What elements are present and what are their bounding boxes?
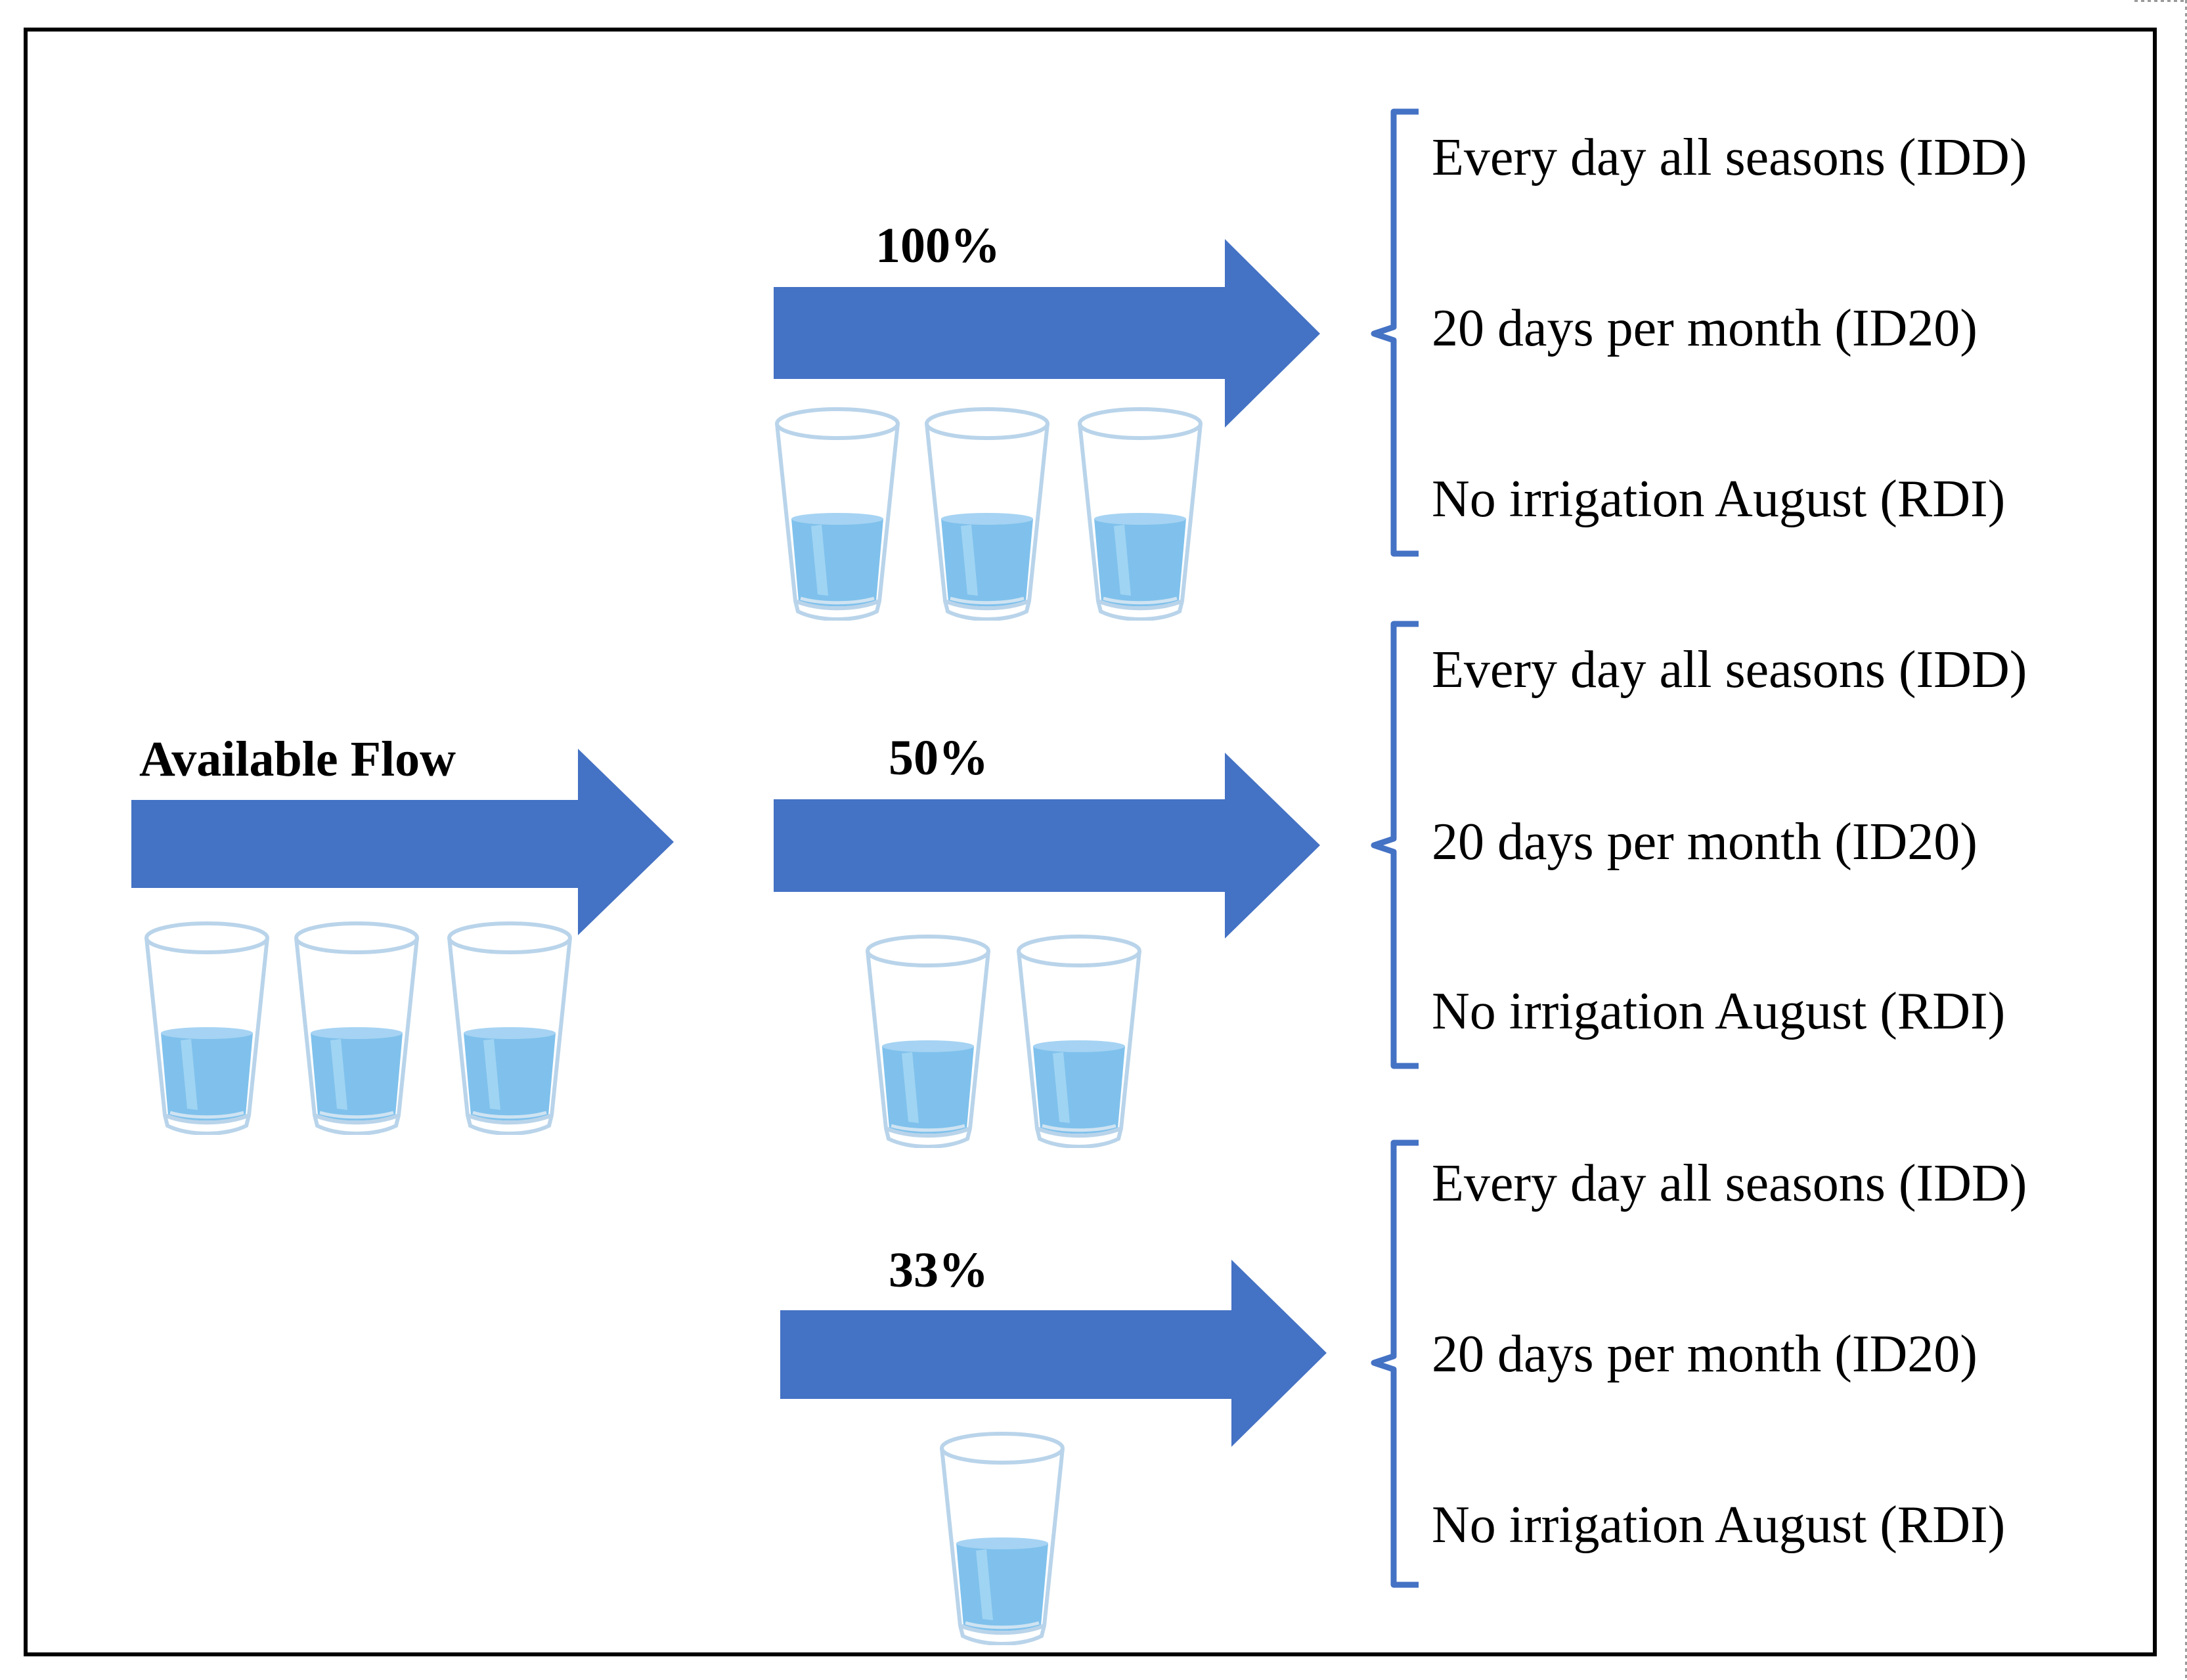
available-flow-arrow: [131, 749, 674, 935]
water-glass-icon: [942, 1434, 1063, 1644]
branch-100-option-idd: Every day all seasons (IDD): [1432, 129, 2027, 187]
branch-33-option-idd: Every day all seasons (IDD): [1432, 1155, 2027, 1212]
branch-33-option-rdi: No irrigation August (RDI): [1432, 1496, 2006, 1554]
water-glass-icon: [296, 923, 417, 1134]
branch-100-option-id20: 20 days per month (ID20): [1432, 299, 1977, 357]
branch-100-glasses: [777, 409, 1201, 619]
branch-100-option-rdi: No irrigation August (RDI): [1432, 470, 2006, 528]
dashed-edge-right: [2185, 0, 2187, 1680]
branch-33-brace: [1371, 1139, 1419, 1588]
water-glass-icon: [1019, 937, 1139, 1147]
branch-50-glasses: [868, 937, 1139, 1147]
branch-33-glasses: [942, 1434, 1063, 1644]
branch-50-arrow: [774, 753, 1320, 939]
water-glass-icon: [146, 923, 267, 1134]
branch-50-option-rdi: No irrigation August (RDI): [1432, 983, 2006, 1040]
branch-100-arrow: [774, 239, 1320, 428]
water-glass-icon: [868, 937, 988, 1147]
available-flow-label: Available Flow: [139, 732, 456, 787]
branch-50-option-id20: 20 days per month (ID20): [1432, 813, 1977, 871]
branch-50-option-idd: Every day all seasons (IDD): [1432, 641, 2027, 699]
branch-50-percent: 50%: [889, 730, 988, 785]
water-glass-icon: [927, 409, 1048, 619]
water-glass-icon: [449, 923, 570, 1134]
branch-50-brace: [1371, 621, 1419, 1069]
branch-100-percent: 100%: [875, 218, 1000, 273]
dashed-edge-top: [2134, 0, 2187, 2]
branch-33-arrow: [780, 1260, 1327, 1447]
branch-100-brace: [1371, 108, 1419, 557]
source-glasses: [146, 923, 570, 1134]
diagram-frame: [24, 28, 2157, 1656]
branch-33-option-id20: 20 days per month (ID20): [1432, 1325, 1977, 1383]
branch-33-percent: 33%: [889, 1243, 988, 1298]
water-glass-icon: [777, 409, 898, 619]
water-glass-icon: [1080, 409, 1201, 619]
